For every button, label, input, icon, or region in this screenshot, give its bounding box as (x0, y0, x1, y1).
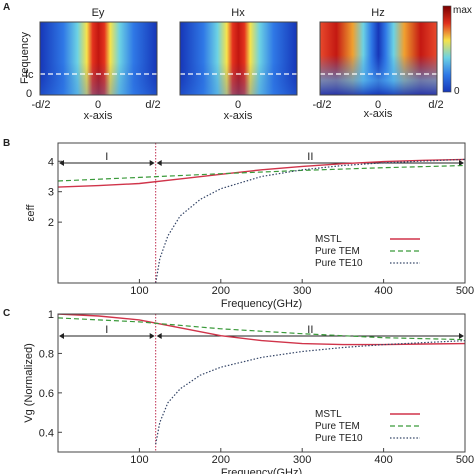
arrowhead-left-icon (59, 160, 64, 166)
heatmap-hz-xlabel: x-axis (364, 108, 393, 120)
x-tick-label: 100 (130, 285, 148, 297)
plot-frame (57, 313, 466, 453)
series-line-pure-tem (58, 164, 465, 182)
y-tick-label: 0.4 (39, 427, 54, 439)
panel-letter-b: B (3, 138, 10, 149)
map3-xtick-right: d/2 (428, 99, 443, 111)
y-tick-label: 0.8 (39, 348, 54, 360)
heatmap-y-zero: 0 (26, 88, 32, 100)
x-axis-title: Frequency(GHz) (221, 298, 302, 310)
panel-letter-c: C (3, 308, 10, 319)
x-tick-label: 400 (374, 285, 392, 297)
panel-letter-a: A (3, 2, 10, 13)
legend-label: Pure TEM (315, 421, 360, 432)
x-tick-label: 300 (293, 285, 311, 297)
colorbar-max-label: max (453, 5, 472, 16)
region-ii-label: II (307, 324, 313, 336)
y-tick-label: 0.6 (39, 388, 54, 400)
arrowhead-right-icon (459, 160, 464, 166)
x-tick-label: 500 (456, 454, 474, 466)
x-tick-label: 200 (212, 285, 230, 297)
heatmap-hz-title: Hz (371, 7, 384, 19)
heatmap-xticks: -d/2 0 d/2 0 -d/2 0 d/2 (32, 99, 444, 111)
legend-label: Pure TE10 (315, 258, 363, 269)
heatmap-hx-title: Hx (231, 7, 245, 19)
arrowhead-left-icon (156, 160, 162, 166)
y-tick-label: 3 (48, 187, 54, 199)
map1-xtick-left: -d/2 (32, 99, 51, 111)
heatmap-ylabel: Frequency (19, 32, 31, 84)
x-tick-label: 400 (374, 454, 392, 466)
x-tick-label: 100 (130, 454, 148, 466)
map3-xtick-mid: 0 (375, 99, 381, 111)
region-i-label: I (105, 151, 108, 163)
arrowhead-left-icon (156, 333, 162, 339)
series-line-pure-tem (58, 317, 465, 341)
series-line-pure-te10 (155, 158, 465, 283)
colorbar: max 0 (442, 5, 472, 97)
y-tick-label: 4 (48, 156, 54, 168)
heatmap-hz (319, 21, 438, 96)
series-line-mstl (58, 158, 465, 188)
colorbar-min-label: 0 (454, 86, 460, 97)
map3-xtick-left: -d/2 (313, 99, 332, 111)
y-tick-label: 2 (48, 217, 54, 229)
y-axis-title: εeff (25, 204, 37, 222)
heatmap-ey-title: Ey (92, 7, 105, 19)
heatmap-hx-xlabel: x-axis (224, 110, 253, 122)
map2-xtick-mid: 0 (235, 99, 241, 111)
x-axis-title: Frequency(GHz) (221, 467, 302, 474)
arrowhead-right-icon (149, 160, 155, 166)
legend-label: MSTL (315, 409, 342, 420)
legend-label: Pure TE10 (315, 433, 363, 444)
x-tick-label: 200 (212, 454, 230, 466)
region-i-label: I (105, 324, 108, 336)
legend-label: Pure TEM (315, 246, 360, 257)
plot-frame (57, 142, 466, 284)
y-axis-title: Vg (Normalized) (23, 343, 35, 422)
arrowhead-right-icon (149, 333, 155, 339)
arrowhead-right-icon (459, 333, 464, 339)
series-line-pure-te10 (155, 340, 465, 445)
series-line-mstl (58, 314, 465, 346)
x-tick-label: 300 (293, 454, 311, 466)
region-ii-label: II (307, 151, 313, 163)
heatmap-ey (39, 21, 158, 96)
arrowhead-left-icon (59, 333, 64, 339)
fc-label: fc (25, 69, 34, 81)
legend-label: MSTL (315, 234, 342, 245)
heatmap-hx (179, 21, 298, 96)
map1-xtick-mid: 0 (95, 99, 101, 111)
map1-xtick-right: d/2 (145, 99, 160, 111)
y-tick-label: 1 (48, 309, 54, 321)
heatmap-ey-xlabel: x-axis (84, 110, 113, 122)
x-tick-label: 500 (456, 285, 474, 297)
